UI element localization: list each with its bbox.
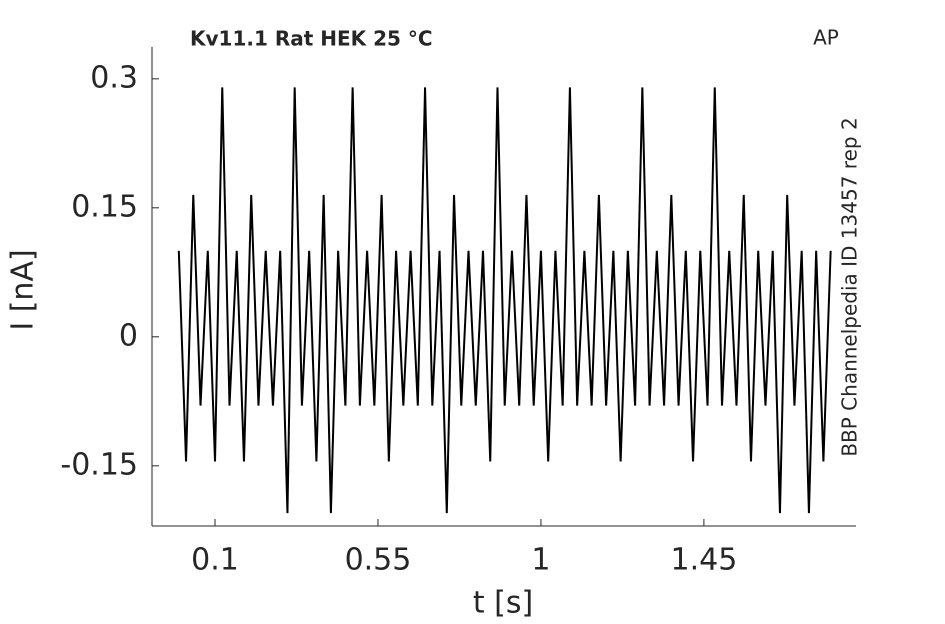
y-tick-label: 0.15 xyxy=(71,189,138,224)
chart-title: Kv11.1 Rat HEK 25 °C xyxy=(190,27,433,51)
x-axis-label: t [s] xyxy=(473,586,533,621)
x-tick-label: 1.45 xyxy=(671,543,738,578)
x-tick-label: 0.1 xyxy=(191,543,239,578)
y-tick-label: 0.3 xyxy=(90,60,138,95)
annotation: AP xyxy=(813,26,839,50)
x-tick-label: 0.55 xyxy=(345,543,412,578)
x-tick-label: 1 xyxy=(531,543,550,578)
y-tick-label: 0 xyxy=(119,318,138,353)
side-label: BBP Channelpedia ID 13457 rep 2 xyxy=(838,117,862,456)
signal-trace xyxy=(177,87,832,514)
y-tick-label: -0.15 xyxy=(60,447,138,482)
y-axis-label: I [nA] xyxy=(6,249,41,330)
